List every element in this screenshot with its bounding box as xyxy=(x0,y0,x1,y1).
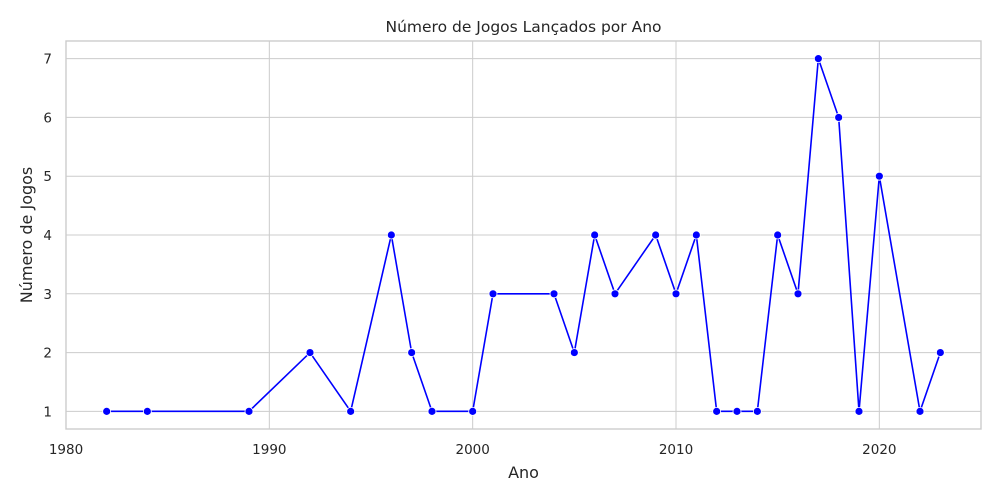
data-point xyxy=(488,289,498,299)
data-point xyxy=(427,406,437,416)
x-tick-label: 2020 xyxy=(862,442,896,458)
series-markers xyxy=(102,54,945,416)
data-point xyxy=(834,113,844,122)
y-tick-label: 5 xyxy=(43,169,52,185)
x-tick-label: 2000 xyxy=(455,442,489,458)
data-point xyxy=(142,406,152,416)
data-point xyxy=(346,406,356,416)
y-tick-label: 3 xyxy=(43,287,52,303)
x-tick-label: 1980 xyxy=(49,442,83,458)
data-point xyxy=(874,171,884,181)
data-point xyxy=(691,230,701,240)
y-axis-label: Número de Jogos xyxy=(17,167,36,304)
data-point xyxy=(773,230,783,240)
data-point xyxy=(793,289,803,299)
data-point xyxy=(752,406,762,416)
data-point xyxy=(590,230,600,240)
data-point xyxy=(549,289,559,299)
data-point xyxy=(468,406,478,416)
data-point xyxy=(915,406,925,416)
data-point xyxy=(244,406,254,416)
y-tick-label: 1 xyxy=(43,404,52,420)
chart-title: Número de Jogos Lançados por Ano xyxy=(385,18,661,36)
series-line xyxy=(106,58,942,414)
y-tick-label: 7 xyxy=(43,52,52,68)
data-point xyxy=(102,406,112,416)
plot-frame xyxy=(65,40,982,430)
x-tick-label: 1990 xyxy=(252,442,286,458)
y-tick-label: 6 xyxy=(43,110,52,126)
data-point xyxy=(671,289,681,299)
data-point xyxy=(651,230,661,240)
data-point xyxy=(813,54,823,64)
y-tick-label: 2 xyxy=(43,346,52,362)
data-point xyxy=(407,348,417,357)
tick-labels: 1980 1990 2000 2010 2020 1 2 3 4 5 6 7 xyxy=(43,52,896,458)
data-point xyxy=(610,289,620,299)
y-tick-label: 4 xyxy=(43,228,52,244)
data-point xyxy=(305,348,315,357)
x-tick-label: 2010 xyxy=(659,442,693,458)
data-point xyxy=(732,406,742,416)
grid xyxy=(65,41,981,429)
x-axis-label: Ano xyxy=(508,463,539,482)
data-point xyxy=(712,406,722,416)
data-point xyxy=(569,348,579,357)
data-point xyxy=(386,230,396,240)
data-point xyxy=(935,348,945,357)
data-point xyxy=(854,406,864,416)
